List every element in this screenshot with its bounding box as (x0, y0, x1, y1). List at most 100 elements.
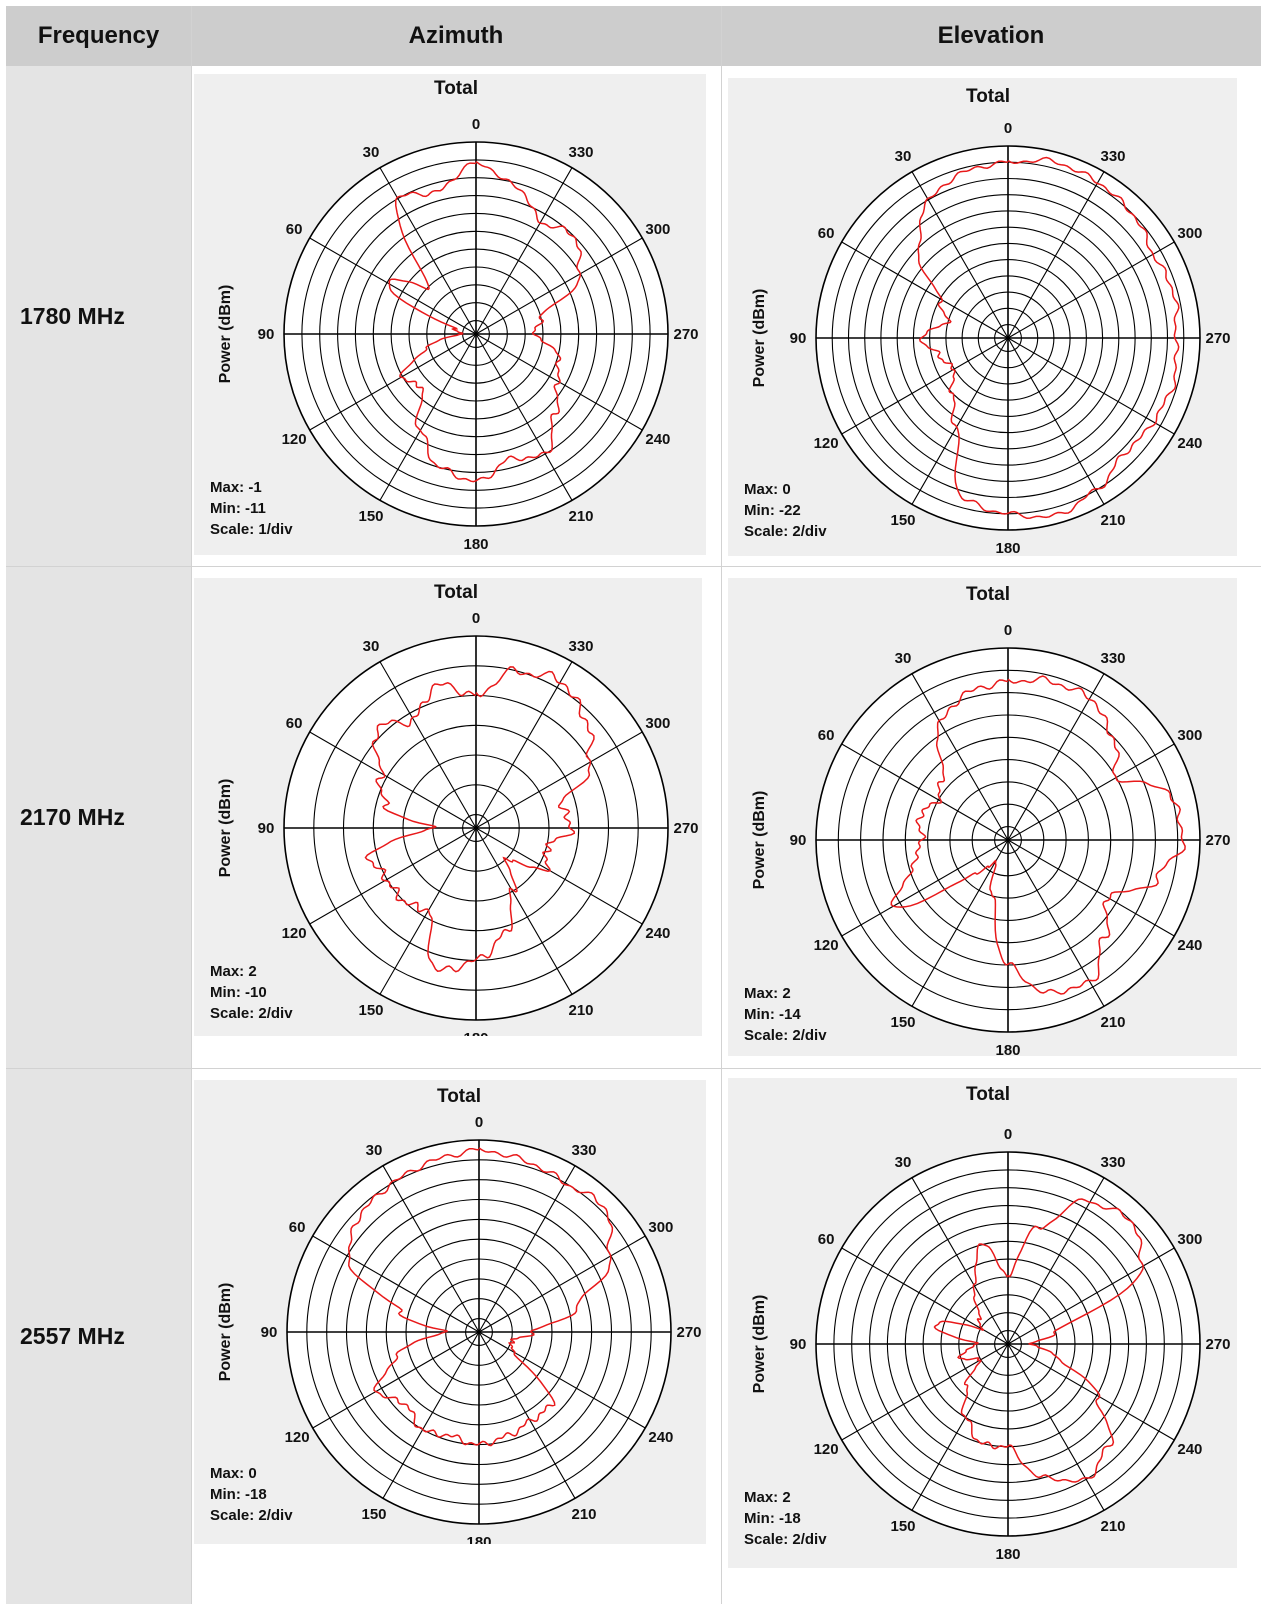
grid-spoke (841, 241, 1009, 339)
angle-tick-label: 330 (1100, 650, 1125, 667)
azimuth-plot-2170: 0 30 60 90 120 150 180 210 240 270 300 330 Total Powe… (194, 578, 702, 1036)
y-axis-label: Power (dBm) (751, 791, 768, 890)
grid-spoke (475, 333, 573, 501)
grid-spoke (1007, 1247, 1175, 1345)
header-elevation: Elevation (721, 6, 1261, 66)
pattern-series-line (348, 1147, 614, 1447)
angle-tick-label: 300 (645, 221, 670, 238)
frequency-cell-2557: 2557 MHz (6, 1069, 191, 1604)
angle-tick-label: 0 (472, 610, 480, 627)
pattern-series-line (917, 156, 1180, 520)
angle-tick-label: 60 (289, 1219, 306, 1236)
grid-spoke (379, 333, 477, 501)
chart-title: Total (434, 582, 478, 603)
elevation-plot-2170: 0 30 60 90 120 150 180 210 240 270 300 330 Total Powe… (728, 578, 1237, 1056)
angle-tick-label: 330 (1100, 1154, 1125, 1171)
grid-spoke (911, 337, 1009, 505)
angle-tick-label: 210 (1100, 1014, 1125, 1031)
angle-tick-label: 240 (1177, 435, 1202, 452)
grid-spoke (475, 333, 643, 431)
max-label: Max: -1 (210, 479, 262, 496)
angle-tick-label: 180 (463, 536, 488, 553)
angle-tick-label: 90 (261, 1324, 278, 1341)
grid-spoke (1007, 1177, 1105, 1345)
angle-tick-label: 210 (571, 1506, 596, 1523)
angle-tick-label: 60 (818, 727, 835, 744)
elevation-plot-2557: 0 30 60 90 120 150 180 210 240 270 300 330 Total Powe… (728, 1078, 1237, 1568)
chart-title: Total (966, 86, 1010, 107)
grid-spoke (1007, 337, 1175, 435)
angle-tick-label: 330 (568, 144, 593, 161)
grid-spoke (475, 731, 643, 829)
max-label: Max: 0 (744, 481, 791, 498)
antenna-pattern-table: Frequency Azimuth Elevation 1780 MHz 217… (6, 6, 1261, 1604)
grid-spoke (1007, 337, 1105, 505)
frequency-cell-1780: 1780 MHz (6, 66, 191, 566)
angle-tick-label: 0 (1004, 120, 1012, 137)
polar-chart: 0 30 60 90 120 150 180 210 240 270 300 330 Total Powe… (744, 86, 1231, 556)
angle-tick-label: 120 (814, 435, 839, 452)
row-divider (6, 1068, 1261, 1069)
angle-tick-label: 90 (258, 820, 275, 837)
grid-spoke (1007, 1343, 1175, 1441)
angle-tick-label: 330 (1100, 148, 1125, 165)
max-label: Max: 2 (744, 985, 791, 1002)
angle-tick-label: 300 (1177, 225, 1202, 242)
angle-tick-label: 180 (995, 540, 1020, 556)
angle-tick-label: 90 (790, 330, 807, 347)
min-label: Min: -18 (210, 1486, 267, 1503)
grid-spoke (312, 1235, 480, 1333)
grid-spoke (309, 333, 477, 431)
grid-spoke (382, 1165, 480, 1333)
polar-grid (815, 1151, 1201, 1537)
angle-tick-label: 60 (818, 225, 835, 242)
angle-tick-label: 0 (1004, 622, 1012, 639)
angle-tick-label: 0 (475, 1114, 483, 1131)
angle-tick-label: 270 (1205, 832, 1230, 849)
polar-chart: 0 30 60 90 120 150 180 210 240 270 300 330 Total Powe… (744, 584, 1231, 1056)
pattern-series-line (890, 675, 1186, 995)
grid-spoke (475, 167, 573, 335)
angle-tick-label: 90 (790, 1336, 807, 1353)
angle-tick-label: 180 (463, 1030, 488, 1036)
grid-spoke (1007, 1343, 1105, 1511)
grid-spoke (841, 839, 1009, 937)
grid-spoke (309, 237, 477, 335)
min-label: Min: -10 (210, 984, 267, 1001)
angle-tick-label: 30 (366, 1142, 383, 1159)
angle-tick-label: 150 (890, 512, 915, 529)
grid-spoke (379, 167, 477, 335)
angle-tick-label: 90 (258, 326, 275, 343)
grid-spoke (911, 1343, 1009, 1511)
chart-title: Total (434, 78, 478, 99)
angle-tick-label: 30 (363, 638, 380, 655)
pattern-series-line (364, 666, 595, 973)
row-divider (6, 566, 1261, 567)
angle-tick-label: 330 (568, 638, 593, 655)
angle-tick-label: 210 (1100, 512, 1125, 529)
scale-label: Scale: 2/div (744, 1027, 827, 1044)
angle-tick-label: 60 (818, 1231, 835, 1248)
azimuth-plot-1780: 0 30 60 90 120 150 180 210 240 270 300 330 Total Powe… (194, 74, 706, 555)
elevation-plot-1780: 0 30 60 90 120 150 180 210 240 270 300 330 Total Powe… (728, 78, 1237, 556)
angle-tick-label: 240 (1177, 1441, 1202, 1458)
polar-grid (815, 647, 1201, 1033)
angle-tick-label: 60 (286, 715, 303, 732)
angle-tick-label: 240 (648, 1429, 673, 1446)
polar-chart: 0 30 60 90 120 150 180 210 240 270 300 330 Total Powe… (744, 1084, 1231, 1563)
grid-spoke (911, 839, 1009, 1007)
angle-tick-label: 120 (285, 1429, 310, 1446)
angle-tick-label: 300 (648, 1219, 673, 1236)
min-label: Min: -14 (744, 1006, 801, 1023)
azimuth-plot-2557: 0 30 60 90 120 150 180 210 240 270 300 330 Total Powe… (194, 1080, 706, 1544)
angle-tick-label: 150 (358, 508, 383, 525)
angle-tick-label: 60 (286, 221, 303, 238)
scale-label: Scale: 2/div (744, 1531, 827, 1548)
chart-title: Total (966, 1084, 1010, 1105)
angle-tick-label: 240 (1177, 937, 1202, 954)
angle-tick-label: 0 (1004, 1126, 1012, 1143)
grid-spoke (475, 661, 573, 829)
chart-title: Total (437, 1086, 481, 1107)
angle-tick-label: 120 (814, 937, 839, 954)
angle-tick-label: 270 (673, 326, 698, 343)
